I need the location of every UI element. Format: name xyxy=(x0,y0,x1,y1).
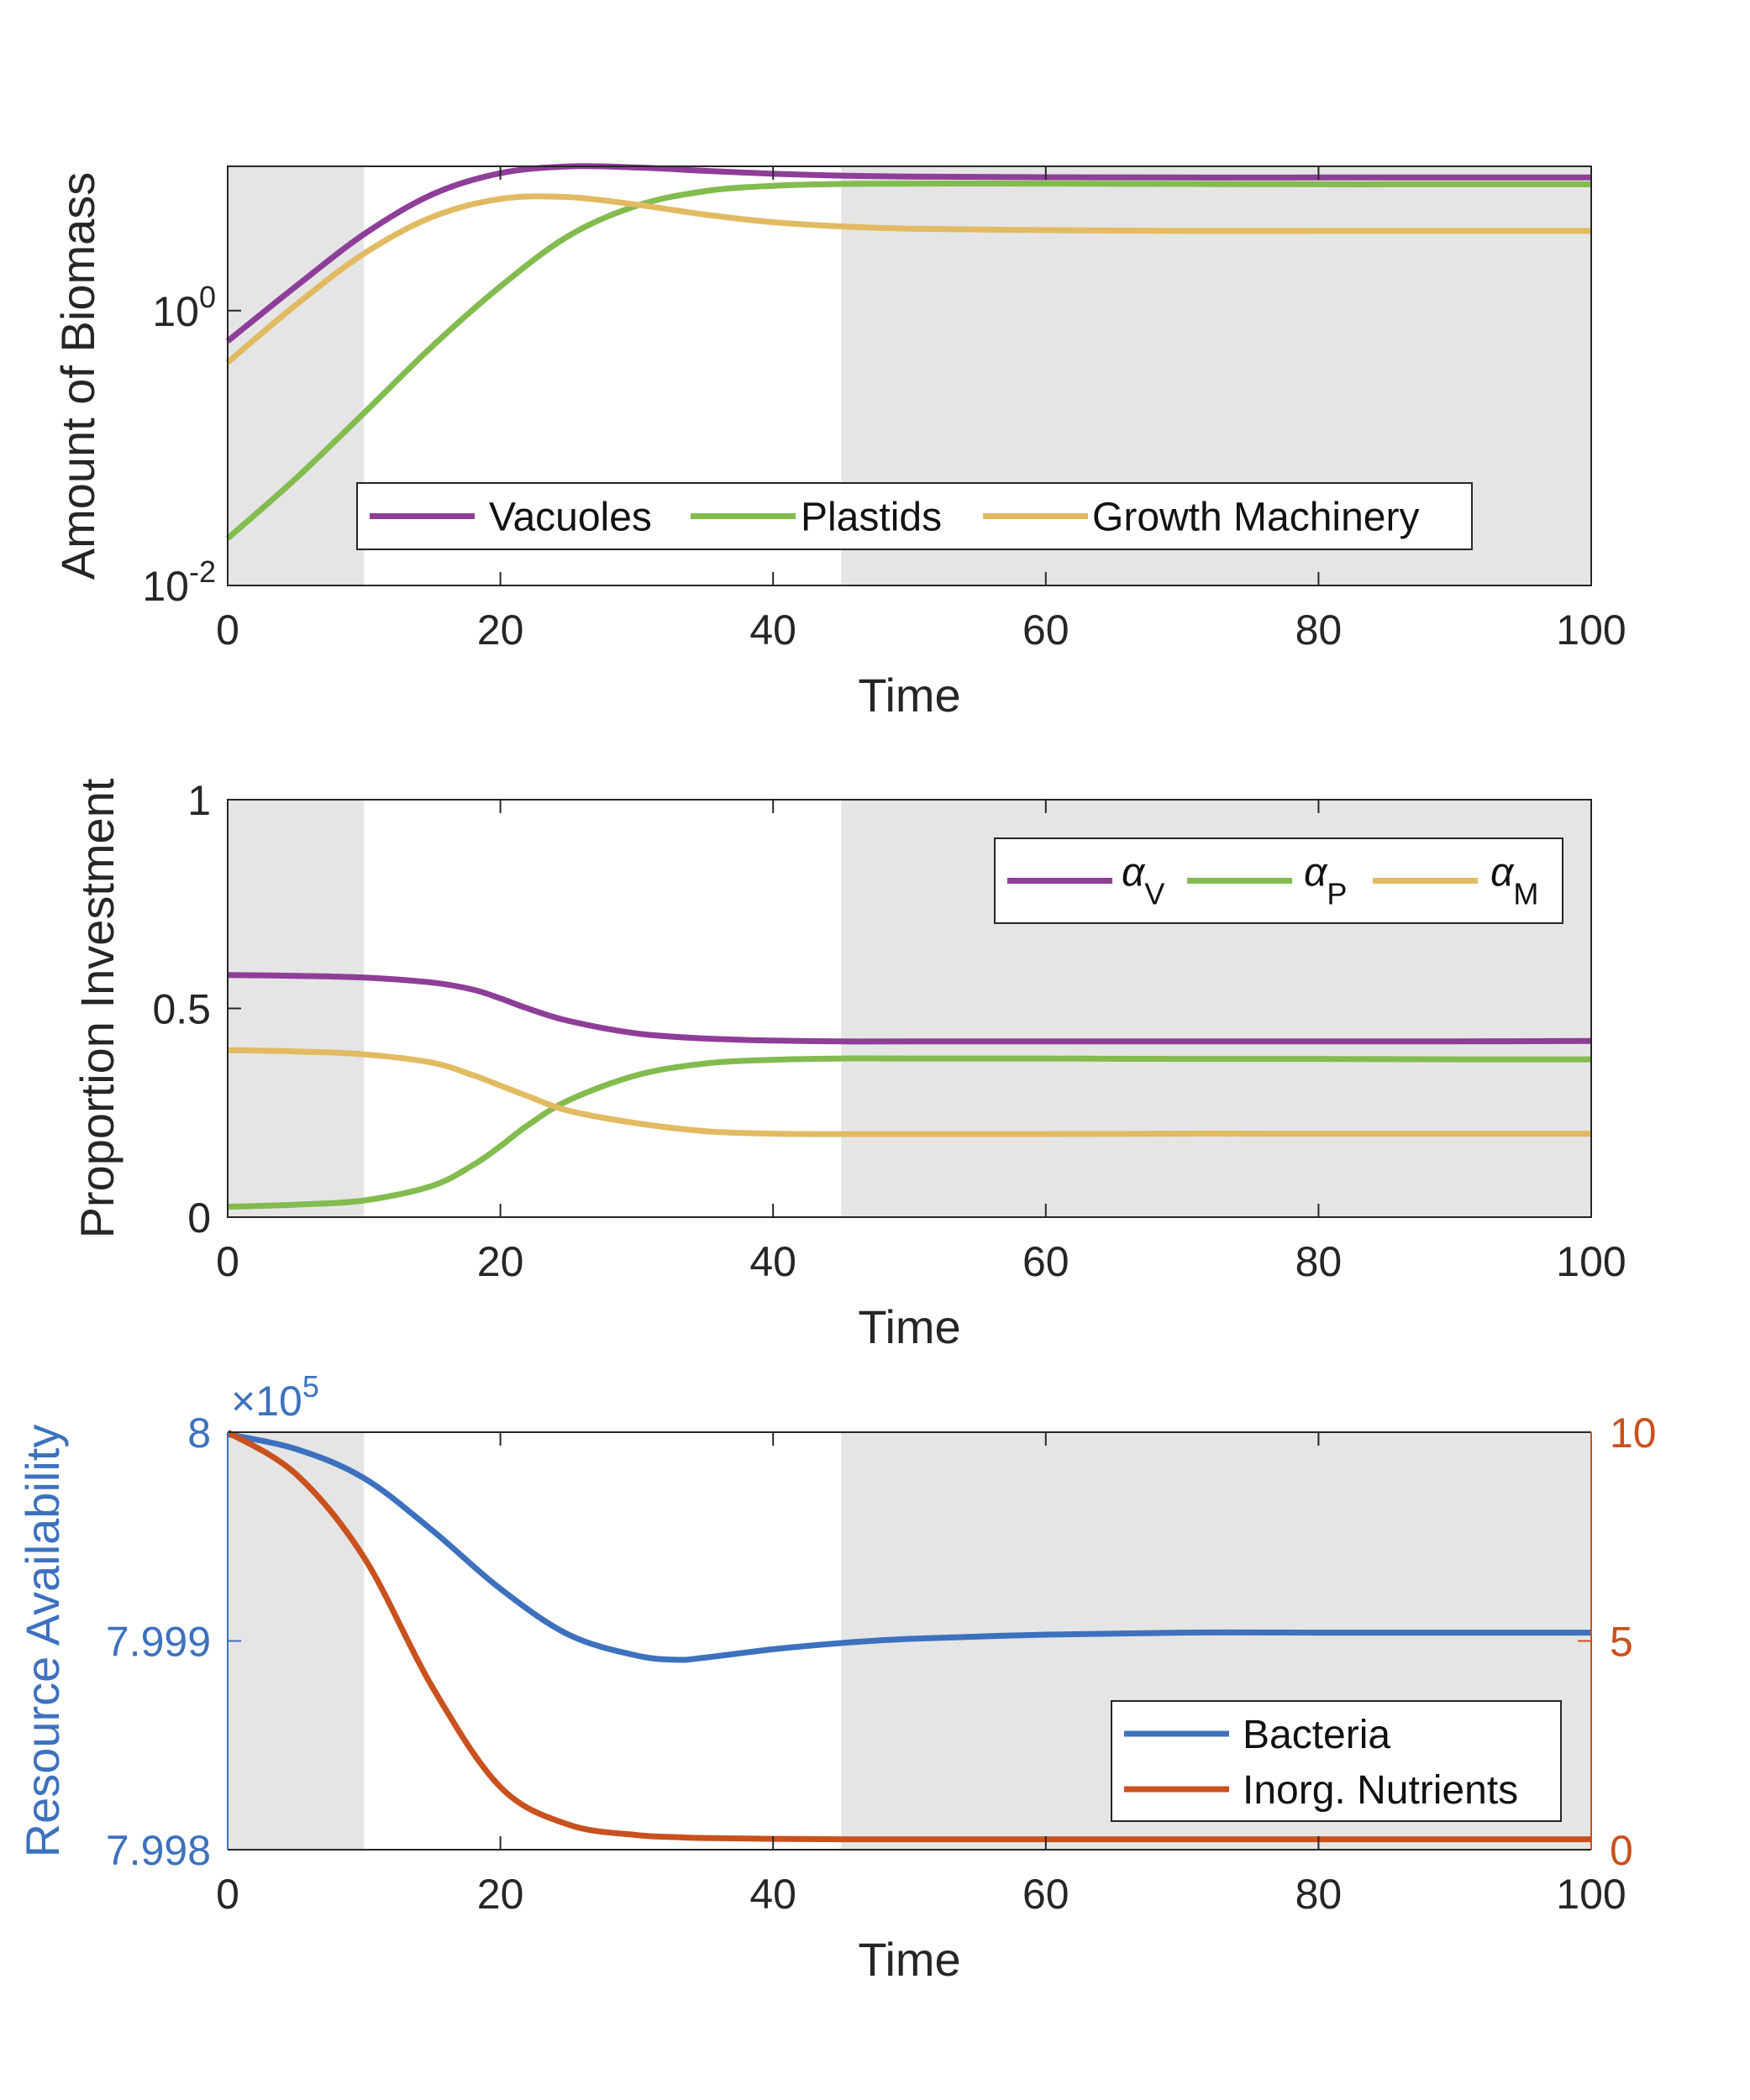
y-tick-label: 1 xyxy=(187,777,211,824)
x-tick-label: 0 xyxy=(216,1238,239,1285)
legend-symbol: α xyxy=(1490,851,1515,895)
y-axis-label: Proportion Investment xyxy=(71,778,123,1238)
exponent-power: 5 xyxy=(302,1369,319,1404)
x-tick-label: 80 xyxy=(1295,1871,1343,1918)
x-tick-label: 40 xyxy=(749,606,796,654)
y-tick-base: 10 xyxy=(142,563,189,610)
y-left-tick-label: 7.998 xyxy=(106,1827,211,1874)
x-tick-label: 0 xyxy=(216,1871,239,1918)
y-tick-label: 0.5 xyxy=(152,986,211,1033)
x-tick-label: 100 xyxy=(1556,1238,1626,1285)
x-axis-label: Time xyxy=(858,1300,960,1353)
legend-label: Plastids xyxy=(801,496,942,540)
axis-exponent-label: ×105 xyxy=(231,1369,319,1425)
legend-symbol: α xyxy=(1304,851,1328,895)
x-tick-label: 60 xyxy=(1022,1238,1069,1285)
y-right-tick-label: 5 xyxy=(1610,1619,1633,1666)
y-left-tick-label: 7.999 xyxy=(106,1619,211,1666)
legend-label: αP xyxy=(1304,851,1347,911)
axes-frame xyxy=(227,165,1592,586)
x-tick-label: 40 xyxy=(749,1238,796,1285)
x-tick-label: 20 xyxy=(477,1871,524,1918)
legend-subscript: V xyxy=(1144,877,1164,911)
x-tick-label: 100 xyxy=(1556,1871,1626,1918)
y-right-tick-label: 0 xyxy=(1610,1827,1633,1874)
x-tick-label: 20 xyxy=(477,1238,524,1285)
legend-label: Inorg. Nutrients xyxy=(1243,1768,1518,1813)
y-tick-base: 10 xyxy=(152,288,199,335)
investment-panel: 0 0.5 1 0 20 40 60 80 100 Time Proportion Investme… xyxy=(71,777,1627,1353)
legend-subscript: P xyxy=(1327,877,1347,911)
legend-label: αV xyxy=(1122,851,1164,911)
legend-label: Bacteria xyxy=(1243,1713,1390,1757)
x-tick-label: 80 xyxy=(1295,1238,1343,1285)
y-tick-label: 0 xyxy=(187,1194,211,1242)
legend-label: αM xyxy=(1490,851,1538,911)
legend-box xyxy=(356,482,1473,550)
series-line xyxy=(227,1055,1592,1210)
series-line xyxy=(226,1429,1591,1843)
x-tick-label: 20 xyxy=(477,606,524,654)
shaded-region xyxy=(228,800,365,1217)
y-tick-exponent: -2 xyxy=(189,554,216,589)
x-tick-label: 60 xyxy=(1022,606,1069,654)
shaded-region xyxy=(228,1432,365,1850)
x-tick-label: 80 xyxy=(1295,606,1343,654)
legend-subscript: M xyxy=(1513,877,1538,911)
x-tick-label: 0 xyxy=(216,606,239,654)
series-line xyxy=(225,181,1591,541)
exponent-prefix: ×10 xyxy=(231,1378,302,1425)
y-tick-label: 10-2 xyxy=(142,554,216,610)
legend-label: Vacuoles xyxy=(489,496,652,540)
y-axis-label: Resource Availability xyxy=(16,1425,69,1858)
legend-label: Growth Machinery xyxy=(1092,496,1419,540)
y-axis-label: Amount of Biomass xyxy=(51,172,104,580)
x-tick-label: 100 xyxy=(1556,606,1626,654)
series-line xyxy=(225,193,1591,365)
axes-frame xyxy=(227,799,1592,1218)
y-tick-label: 100 xyxy=(152,280,216,335)
y-left-tick-label: 8 xyxy=(187,1410,211,1457)
legend-symbol: α xyxy=(1122,851,1146,895)
x-tick-label: 60 xyxy=(1022,1871,1069,1918)
series-line xyxy=(227,972,1592,1045)
y-right-tick-label: 10 xyxy=(1610,1410,1657,1457)
x-tick-label: 40 xyxy=(749,1871,796,1918)
x-axis-label: Time xyxy=(858,1933,960,1986)
legend-box xyxy=(1111,1700,1562,1822)
series-line xyxy=(227,1431,1591,1663)
y-tick-exponent: 0 xyxy=(199,280,216,314)
series-line xyxy=(227,1047,1591,1137)
x-axis-label: Time xyxy=(858,669,960,722)
